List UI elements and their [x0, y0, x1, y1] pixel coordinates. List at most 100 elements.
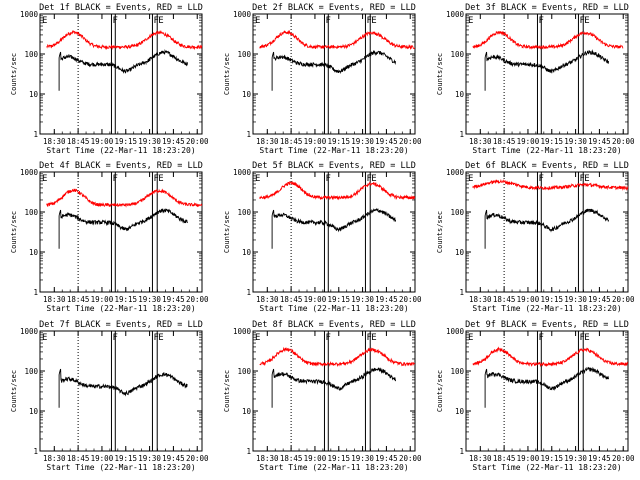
panel-title: Det 9f BLACK = Events, RED = LLD: [465, 320, 629, 330]
events-series-line: [58, 48, 188, 91]
x-tick-label: 19:15: [114, 295, 137, 304]
y-axis-label: Counts/sec: [436, 370, 444, 412]
y-tick-label: 1: [246, 130, 251, 139]
interval-flag-label: F: [112, 16, 117, 26]
interval-flag-label: F: [153, 174, 158, 184]
panel-title: Det 3f BLACK = Events, RED = LLD: [465, 3, 629, 13]
y-tick-label: 1: [33, 447, 38, 456]
interval-flag-label: F: [579, 174, 584, 184]
events-series-line: [271, 367, 397, 408]
panel-title: Det 6f BLACK = Events, RED = LLD: [465, 161, 629, 171]
x-tick-label: 19:45: [162, 454, 185, 463]
events-series-line: [484, 366, 610, 408]
x-tick-label: 19:00: [517, 295, 540, 304]
interval-flag-label: F: [112, 333, 117, 343]
panel-title: Det 8f BLACK = Events, RED = LLD: [252, 320, 416, 330]
x-tick-label: 19:00: [517, 454, 540, 463]
y-axis-label: Counts/sec: [436, 53, 444, 95]
lld-series-line: [259, 346, 416, 367]
x-tick-label: 19:45: [162, 295, 185, 304]
x-axis-label: Start Time (22-Mar-11 18:23:20): [46, 463, 195, 472]
plot-frame: [252, 171, 416, 293]
y-tick-label: 1000: [20, 327, 39, 336]
panel-det-4: Det 4f BLACK = Events, RED = LLD 1 10 100 10…: [10, 161, 209, 313]
y-tick-label: 100: [450, 208, 464, 217]
y-tick-label: 1: [459, 447, 464, 456]
x-tick-label: 20:00: [612, 295, 635, 304]
events-series-line: [271, 49, 397, 91]
lld-series-line: [472, 178, 629, 191]
y-tick-label: 1000: [233, 168, 252, 177]
interval-marker-box: [323, 330, 329, 452]
interval-flag-label: F: [366, 333, 371, 343]
y-tick-label: 100: [24, 367, 38, 376]
x-tick-label: 19:30: [564, 295, 587, 304]
y-tick-label: 1000: [233, 327, 252, 336]
y-tick-label: 100: [450, 367, 464, 376]
interval-marker-box: [577, 330, 584, 452]
x-tick-label: 18:45: [67, 454, 90, 463]
x-tick-label: 18:45: [493, 137, 516, 146]
interval-flag-label: F: [325, 174, 330, 184]
x-tick-label: 18:45: [280, 454, 303, 463]
panel-det-2: Det 2f BLACK = Events, RED = LLD 1 10 100 10…: [223, 3, 422, 155]
x-axis-label: Start Time (22-Mar-11 18:23:20): [472, 463, 621, 472]
interval-flag-label: F: [325, 333, 330, 343]
x-axis-label: Start Time (22-Mar-11 18:23:20): [472, 304, 621, 313]
panel-title: Det 7f BLACK = Events, RED = LLD: [39, 320, 203, 330]
x-tick-label: 19:00: [517, 137, 540, 146]
y-axis-label: Counts/sec: [223, 53, 231, 95]
interval-flag-label: E: [42, 174, 47, 184]
x-tick-label: 18:30: [256, 454, 279, 463]
x-tick-label: 19:15: [114, 454, 137, 463]
interval-marker-box: [151, 13, 158, 135]
lld-series-line: [46, 188, 203, 208]
x-tick-label: 19:45: [375, 454, 398, 463]
x-tick-label: 18:30: [43, 295, 66, 304]
x-tick-label: 18:30: [256, 295, 279, 304]
panel-title: Det 5f BLACK = Events, RED = LLD: [252, 161, 416, 171]
interval-flag-label: E: [371, 16, 376, 26]
interval-marker-box: [110, 13, 116, 135]
x-tick-label: 19:45: [588, 454, 611, 463]
x-axis-label: Start Time (22-Mar-11 18:23:20): [259, 146, 408, 155]
y-tick-label: 1000: [446, 168, 465, 177]
interval-flag-label: E: [158, 16, 163, 26]
x-axis-label: Start Time (22-Mar-11 18:23:20): [472, 146, 621, 155]
x-tick-label: 19:15: [540, 295, 563, 304]
x-tick-label: 18:30: [43, 454, 66, 463]
interval-flag-label: F: [112, 174, 117, 184]
interval-flag-label: E: [255, 174, 260, 184]
events-series-line: [58, 368, 188, 408]
panel-det-9: Det 9f BLACK = Events, RED = LLD 1 10 100 10…: [436, 320, 635, 472]
x-tick-label: 19:15: [540, 137, 563, 146]
x-tick-label: 19:00: [304, 454, 327, 463]
x-tick-label: 20:00: [399, 295, 422, 304]
x-tick-label: 18:30: [256, 137, 279, 146]
y-tick-label: 100: [24, 208, 38, 217]
x-tick-label: 19:30: [138, 454, 161, 463]
interval-marker-box: [364, 330, 371, 452]
interval-flag-label: F: [538, 16, 543, 26]
x-tick-label: 19:00: [91, 295, 114, 304]
interval-flag-label: E: [584, 333, 589, 343]
x-tick-label: 19:15: [327, 137, 350, 146]
plot-frame: [465, 330, 629, 452]
lld-series-line: [472, 346, 629, 368]
interval-flag-label: F: [538, 174, 543, 184]
y-tick-label: 1000: [20, 10, 39, 19]
x-tick-label: 19:45: [375, 137, 398, 146]
y-axis-label: Counts/sec: [10, 370, 18, 412]
x-tick-label: 19:30: [351, 454, 374, 463]
y-axis-label: Counts/sec: [223, 370, 231, 412]
interval-marker-box: [577, 171, 584, 293]
interval-marker-box: [364, 13, 371, 135]
events-series-line: [271, 207, 397, 249]
y-tick-label: 100: [237, 50, 251, 59]
lld-series-line: [46, 29, 203, 51]
interval-flag-label: E: [468, 16, 473, 26]
events-series-line: [484, 208, 610, 249]
events-series-line: [484, 49, 610, 91]
y-tick-label: 100: [237, 208, 251, 217]
interval-flag-label: E: [468, 174, 473, 184]
